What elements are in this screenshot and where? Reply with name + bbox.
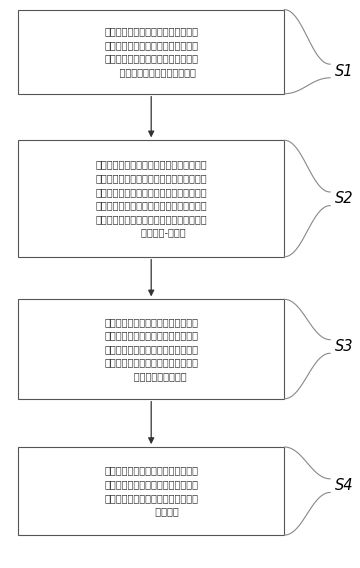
Bar (18, 140, 284, 257)
Bar (18, 299, 284, 399)
Text: 建立非接触式探测生命体征的系统，
并将该系统的发射天线、接收天线设
置在被测生命体等距离的位置；对被
    测生命体的检测信号进行采样: 建立非接触式探测生命体征的系统， 并将该系统的发射天线、接收天线设 置在被测生命… (104, 26, 198, 77)
Text: 将模数转换处理模块的输出信号发送
至呼吸及心跳探测信号处理模块进行
第一次时频变换生成第一处理信号，
并对第一处理信号进行第二次时频变
      换生成第二处: 将模数转换处理模块的输出信号发送 至呼吸及心跳探测信号处理模块进行 第一次时频变… (104, 317, 198, 381)
Text: 将采样的检测信号与接收端本振产生部件产
生的信号进行混频，通过信号处理部件的正
交双通道处理模块根据中频本振产生部件的
产生信号进行处理，并将经正交双通道处理
: 将采样的检测信号与接收端本振产生部件产 生的信号进行混频，通过信号处理部件的正 … (95, 160, 207, 237)
Text: S4: S4 (334, 478, 353, 493)
Text: S3: S3 (334, 339, 353, 354)
Text: S2: S2 (334, 191, 353, 206)
Bar (18, 10, 284, 94)
Text: 将第二处理信号经呼吸及心跳探测信
号处理模块进行时间加权后提取被测
生命体的运动频率信号、呼吸信号及
          心跳信号: 将第二处理信号经呼吸及心跳探测信 号处理模块进行时间加权后提取被测 生命体的运动… (104, 466, 198, 516)
Bar (18, 447, 284, 535)
Text: S1: S1 (334, 64, 353, 78)
